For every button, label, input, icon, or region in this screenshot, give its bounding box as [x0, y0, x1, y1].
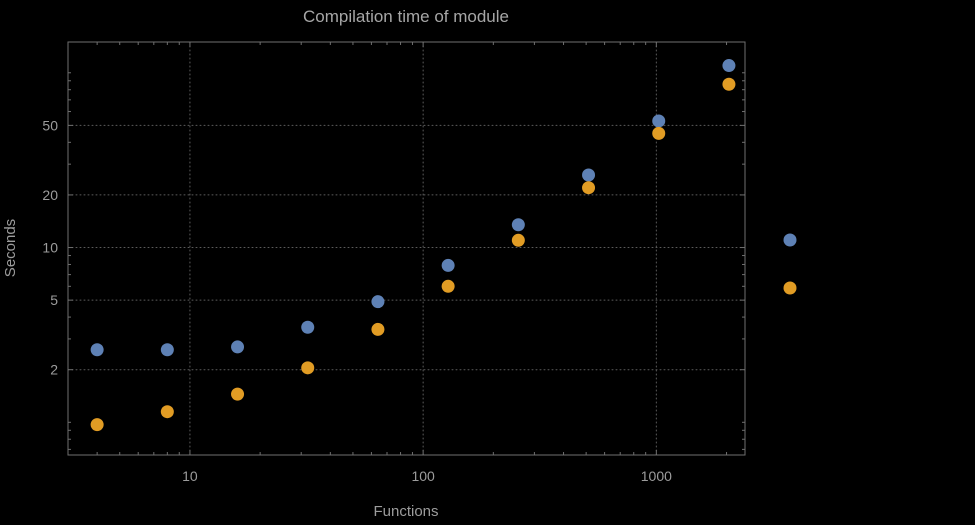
data-point-series-1: [722, 59, 736, 73]
data-point-series-2: [160, 405, 174, 419]
data-point-series-1: [652, 114, 666, 128]
y-tick-label: 2: [50, 362, 58, 378]
legend-layer: [783, 233, 797, 295]
grid-layer: [67, 41, 746, 456]
y-axis-label: Seconds: [2, 219, 19, 277]
data-point-series-2: [722, 77, 736, 91]
data-point-series-2: [371, 322, 385, 336]
data-point-series-1: [90, 343, 104, 357]
chart-title: Compilation time of module: [303, 7, 509, 26]
data-point-series-1: [160, 343, 174, 357]
data-point-series-1: [231, 340, 245, 354]
data-point-series-2: [652, 126, 666, 140]
data-point-series-2: [231, 387, 245, 401]
x-tick-label: 1000: [641, 468, 672, 484]
data-point-series-1: [371, 295, 385, 309]
tick-layer: [67, 42, 745, 455]
x-tick-label: 10: [182, 468, 198, 484]
legend-marker-series-1: [783, 233, 797, 247]
plot-frame: [67, 41, 746, 456]
points-layer: [90, 59, 736, 432]
data-point-series-2: [90, 418, 104, 432]
y-tick-label: 5: [50, 292, 58, 308]
tick-label-layer: 10 100 1000 2 5 10 20 50: [42, 117, 672, 484]
legend-marker-series-2: [783, 281, 797, 295]
data-point-series-1: [441, 258, 455, 272]
x-tick-label: 100: [411, 468, 435, 484]
frame-layer: [67, 41, 746, 456]
y-tick-label: 50: [42, 117, 58, 133]
data-point-series-2: [301, 361, 315, 375]
data-point-series-2: [511, 233, 525, 247]
data-point-series-2: [441, 279, 455, 293]
y-tick-label: 10: [42, 240, 58, 256]
data-point-series-1: [511, 218, 525, 232]
data-point-series-1: [301, 320, 315, 334]
x-axis-label: Functions: [373, 503, 438, 520]
data-point-series-2: [582, 181, 596, 195]
data-point-series-1: [582, 168, 596, 182]
y-tick-label: 20: [42, 187, 58, 203]
